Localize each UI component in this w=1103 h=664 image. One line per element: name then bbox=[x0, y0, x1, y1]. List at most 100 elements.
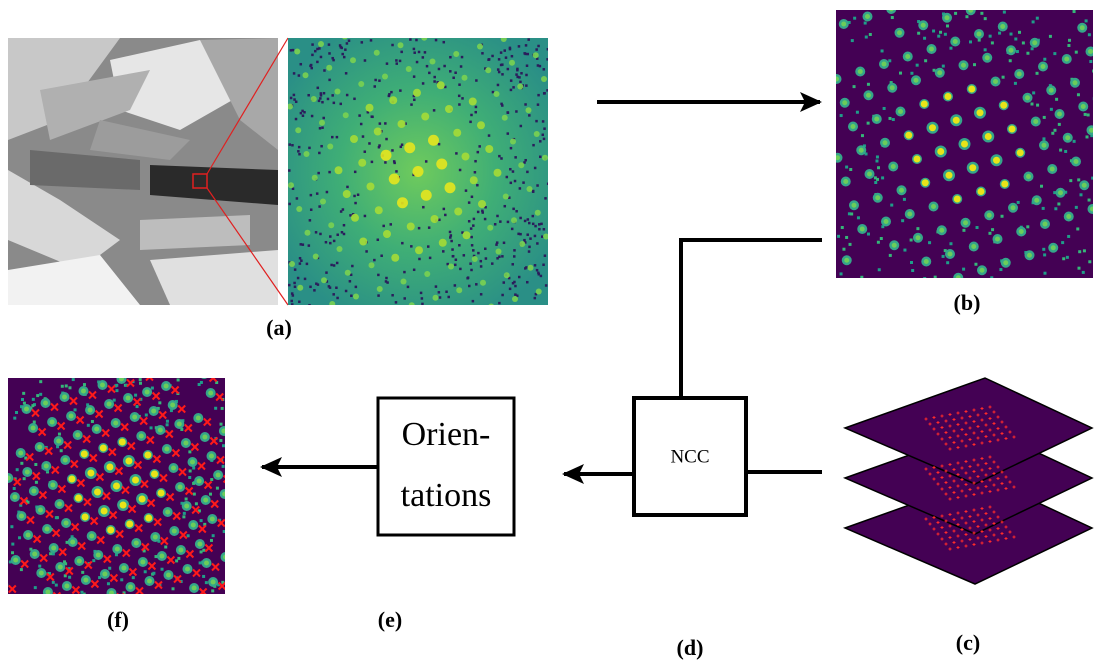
noise bbox=[849, 243, 852, 246]
spot-core bbox=[1064, 57, 1069, 62]
spot bbox=[377, 286, 383, 292]
noise bbox=[379, 122, 382, 125]
noise bbox=[1022, 41, 1025, 44]
noise bbox=[310, 64, 313, 67]
noise bbox=[291, 144, 294, 147]
spot bbox=[421, 190, 432, 201]
noise bbox=[503, 242, 506, 245]
spot bbox=[358, 81, 364, 87]
spot-core bbox=[31, 489, 36, 494]
noise bbox=[1036, 17, 1039, 20]
noise bbox=[425, 160, 428, 163]
spot bbox=[448, 264, 454, 270]
noise bbox=[395, 170, 398, 173]
noise bbox=[92, 559, 95, 562]
noise bbox=[316, 61, 319, 64]
noise bbox=[422, 82, 425, 85]
noise bbox=[937, 35, 940, 38]
noise bbox=[348, 39, 351, 42]
spot bbox=[462, 75, 468, 81]
noise bbox=[850, 212, 853, 215]
noise bbox=[292, 294, 295, 297]
spot-core bbox=[151, 471, 158, 478]
noise bbox=[484, 248, 487, 251]
noise bbox=[842, 248, 845, 251]
noise bbox=[461, 97, 464, 100]
noise bbox=[421, 297, 424, 300]
noise bbox=[990, 276, 993, 279]
noise bbox=[514, 285, 517, 288]
noise bbox=[853, 17, 856, 20]
spot-core bbox=[843, 179, 848, 184]
spot-core bbox=[1043, 222, 1048, 227]
noise bbox=[857, 216, 860, 219]
noise bbox=[536, 184, 539, 187]
spot-core bbox=[69, 414, 74, 419]
noise bbox=[328, 43, 331, 46]
spot-core bbox=[921, 23, 926, 28]
noise bbox=[454, 71, 457, 74]
noise bbox=[458, 244, 461, 247]
noise bbox=[32, 398, 35, 401]
spot bbox=[535, 210, 541, 216]
noise bbox=[976, 226, 979, 229]
spot-core bbox=[1, 583, 6, 588]
spot-core bbox=[948, 252, 953, 257]
noise bbox=[202, 575, 205, 578]
noise bbox=[497, 84, 500, 87]
noise bbox=[1042, 137, 1045, 140]
noise bbox=[534, 235, 537, 238]
noise bbox=[188, 450, 191, 453]
noise bbox=[222, 444, 225, 447]
spot bbox=[485, 145, 493, 153]
spot-core bbox=[897, 30, 902, 35]
noise bbox=[288, 203, 291, 206]
spot-core bbox=[841, 22, 846, 27]
noise bbox=[518, 76, 521, 79]
noise bbox=[841, 226, 844, 229]
spot-core bbox=[178, 548, 183, 553]
noise bbox=[510, 147, 513, 150]
noise bbox=[161, 568, 164, 571]
spot bbox=[367, 183, 375, 191]
noise bbox=[428, 72, 431, 75]
spot-core bbox=[1017, 149, 1024, 156]
noise bbox=[11, 551, 14, 554]
spot-core bbox=[172, 529, 177, 534]
noise bbox=[471, 244, 474, 247]
noise bbox=[1077, 93, 1080, 96]
noise bbox=[510, 79, 513, 82]
spot bbox=[389, 96, 397, 104]
noise bbox=[349, 280, 352, 283]
spot-core bbox=[197, 542, 202, 547]
noise bbox=[145, 413, 148, 416]
spot bbox=[342, 34, 348, 40]
spot bbox=[136, 368, 146, 378]
noise bbox=[865, 36, 868, 39]
spot-core bbox=[147, 579, 152, 584]
diagram: NCC Orien- tations (a) (b) (c) (d) (e) (… bbox=[0, 0, 1103, 664]
noise bbox=[413, 99, 416, 102]
spot bbox=[436, 159, 447, 170]
spot bbox=[409, 302, 415, 308]
noise bbox=[867, 233, 870, 236]
noise bbox=[1078, 250, 1081, 253]
spot bbox=[88, 594, 98, 604]
noise bbox=[1093, 97, 1096, 100]
spot-core bbox=[1003, 260, 1008, 265]
noise bbox=[188, 476, 191, 479]
spot-core bbox=[113, 421, 118, 426]
noise bbox=[298, 146, 301, 149]
spot bbox=[320, 199, 326, 205]
spot bbox=[353, 294, 359, 300]
noise bbox=[418, 258, 421, 261]
noise bbox=[888, 59, 891, 62]
spot bbox=[343, 112, 349, 118]
noise bbox=[451, 248, 454, 251]
spot bbox=[509, 60, 515, 66]
noise bbox=[433, 80, 436, 83]
spot-core bbox=[892, 243, 897, 248]
noise bbox=[391, 294, 394, 297]
noise bbox=[877, 241, 880, 244]
noise bbox=[20, 568, 23, 571]
